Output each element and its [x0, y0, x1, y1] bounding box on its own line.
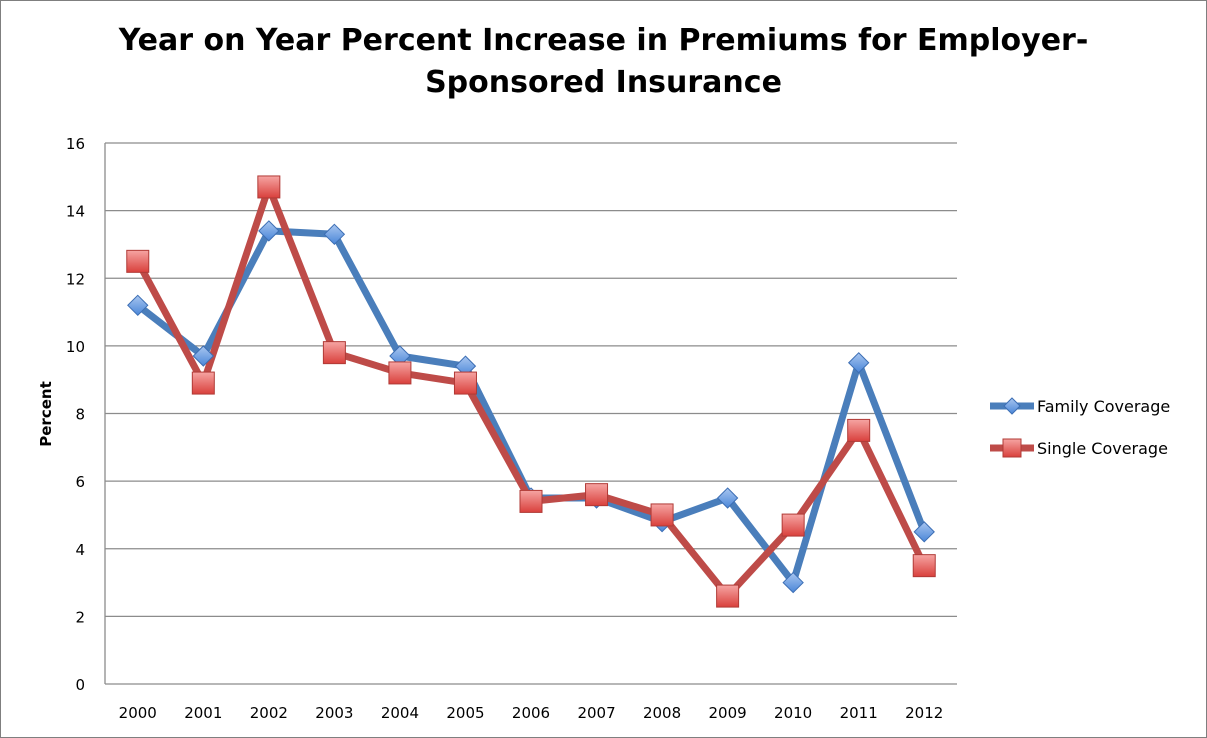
x-tick-label: 2007	[577, 704, 615, 722]
y-axis-label: Percent	[37, 381, 55, 446]
x-tick-label: 2002	[250, 704, 288, 722]
legend-label: Family Coverage	[1037, 397, 1170, 416]
data-point	[257, 175, 281, 199]
data-point	[388, 361, 412, 385]
y-tick-label: 6	[75, 473, 85, 491]
x-tick-label: 2006	[512, 704, 550, 722]
data-point	[519, 489, 543, 513]
x-tick-label: 2003	[315, 704, 353, 722]
data-point	[913, 521, 935, 543]
data-point	[716, 584, 740, 608]
data-point	[191, 371, 215, 395]
data-point	[453, 371, 477, 395]
data-point	[126, 249, 150, 273]
x-tick-label: 2008	[643, 704, 681, 722]
x-tick-label: 2009	[709, 704, 747, 722]
x-tick-label: 2004	[381, 704, 419, 722]
y-tick-label: 16	[66, 135, 85, 153]
data-point	[192, 345, 215, 367]
x-tick-label: 2005	[446, 704, 484, 722]
x-tick-label: 2011	[840, 704, 878, 722]
x-tick-label: 2010	[774, 704, 812, 722]
data-point	[847, 418, 871, 442]
data-point	[585, 483, 609, 507]
y-tick-label: 10	[66, 338, 85, 356]
data-point	[650, 503, 674, 527]
data-point	[322, 341, 346, 365]
y-tick-label: 2	[75, 608, 85, 626]
chart-title-line1: Year on Year Percent Increase in Premium…	[118, 23, 1089, 58]
data-point	[258, 220, 280, 242]
data-point	[127, 294, 149, 317]
y-tick-label: 12	[66, 270, 85, 288]
y-tick-label: 4	[75, 541, 85, 559]
series-line-family-coverage	[135, 227, 928, 587]
legend-label: Single Coverage	[1037, 439, 1168, 458]
x-tick-label: 2000	[119, 704, 157, 722]
x-tick-label: 2001	[184, 704, 222, 722]
chart-title: Year on Year Percent Increase in Premium…	[0, 20, 1207, 104]
legend-marker	[1002, 438, 1022, 458]
data-point	[716, 487, 739, 509]
data-point	[781, 513, 805, 537]
x-tick-label: 2012	[905, 704, 943, 722]
data-point	[912, 554, 936, 578]
data-point	[847, 352, 870, 374]
y-tick-label: 0	[75, 676, 85, 694]
data-point	[323, 223, 346, 246]
data-point	[782, 571, 804, 594]
chart-title-line2: Sponsored Insurance	[425, 65, 782, 100]
legend-marker	[1003, 397, 1021, 415]
y-tick-label: 8	[75, 406, 85, 424]
y-tick-label: 14	[66, 203, 85, 221]
